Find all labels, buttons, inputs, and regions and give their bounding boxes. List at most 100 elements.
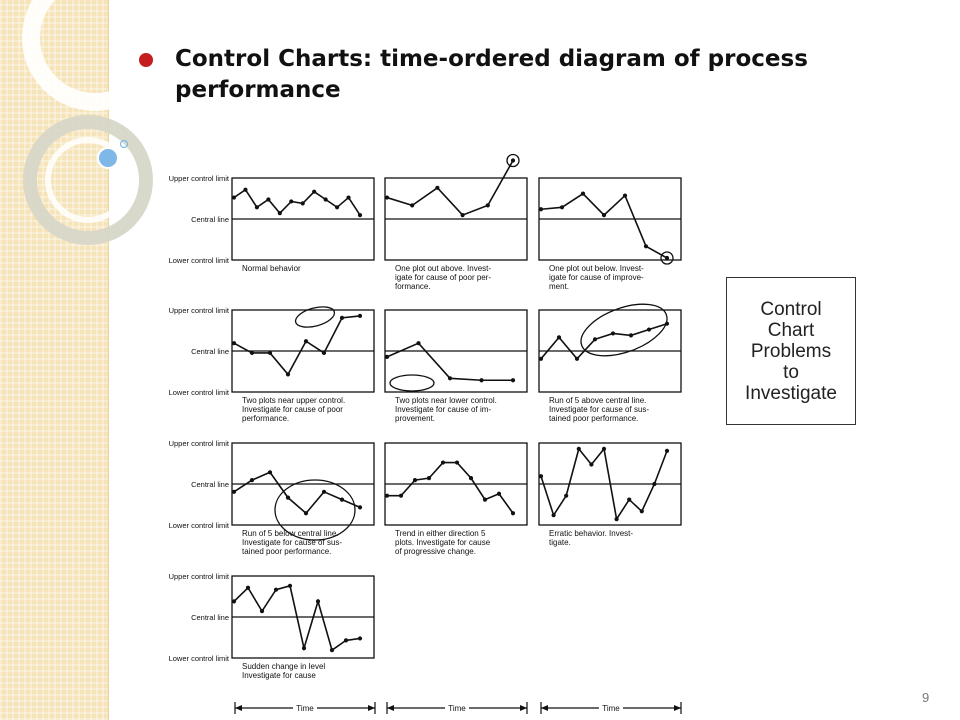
data-point <box>646 327 652 332</box>
panel-caption: Investigate for cause <box>242 671 316 680</box>
panel-caption: tained poor performance. <box>242 547 331 556</box>
arrow-left <box>387 705 394 711</box>
data-point <box>551 513 556 518</box>
data-point <box>496 491 502 496</box>
lower-limit-label: Lower control limit <box>169 388 230 397</box>
trend-line <box>233 315 361 376</box>
data-point <box>601 446 607 451</box>
highlight-ellipse <box>274 479 356 541</box>
panel-caption: plots. Investigate for cause <box>395 538 491 547</box>
data-point <box>273 587 279 592</box>
data-point <box>243 187 248 192</box>
data-point <box>576 446 581 451</box>
data-point <box>329 648 335 653</box>
time-label: Time <box>448 704 466 713</box>
data-point <box>643 244 649 249</box>
data-point <box>416 341 421 346</box>
lower-limit-label: Lower control limit <box>169 654 230 663</box>
data-point <box>231 341 237 346</box>
data-point <box>652 481 657 487</box>
arrow-left <box>235 705 242 711</box>
data-point <box>267 470 273 475</box>
decorative-sidebar <box>0 0 160 720</box>
data-point <box>384 195 390 200</box>
data-point <box>231 195 237 200</box>
data-point <box>482 497 488 502</box>
data-point <box>538 207 544 212</box>
data-point <box>321 350 327 356</box>
data-point <box>259 609 265 614</box>
data-point <box>510 158 516 163</box>
data-point <box>266 197 271 202</box>
data-point <box>410 203 415 208</box>
upper-limit-label: Upper control limit <box>169 439 230 448</box>
panel-caption: Two plots near upper control. <box>242 396 345 405</box>
data-point <box>622 193 628 198</box>
data-point <box>485 203 490 208</box>
panel-caption: Two plots near lower control. <box>395 396 497 405</box>
time-label: Time <box>602 704 620 713</box>
highlight-ellipse <box>294 306 336 328</box>
time-label-bg <box>599 703 623 713</box>
data-point <box>339 315 345 320</box>
panel-caption: Sudden change in level <box>242 662 325 671</box>
data-point <box>303 339 309 344</box>
data-point <box>357 636 363 641</box>
data-point <box>285 372 291 377</box>
data-point <box>468 476 474 481</box>
trend-line <box>233 188 361 216</box>
data-point <box>277 211 282 216</box>
data-point <box>574 356 580 361</box>
data-point <box>357 213 363 218</box>
central-line-label: Central line <box>191 347 229 356</box>
panel-caption: formance. <box>395 282 431 291</box>
page-number: 9 <box>922 690 930 705</box>
time-label-bg <box>293 703 317 713</box>
data-point <box>357 313 363 318</box>
lower-limit-label: Lower control limit <box>169 521 230 530</box>
data-point <box>510 511 516 516</box>
data-point <box>440 460 446 465</box>
trend-line <box>233 584 361 652</box>
data-point <box>559 205 565 210</box>
upper-limit-label: Upper control limit <box>169 572 230 581</box>
data-point <box>245 585 251 590</box>
central-line-label: Central line <box>191 613 229 622</box>
control-chart-diagram: Upper control limit Central line Lower con… <box>169 153 682 714</box>
data-point <box>285 495 291 500</box>
data-point <box>639 509 644 514</box>
panel-caption: igate for cause of improve- <box>549 273 644 282</box>
central-line-label: Central line <box>191 480 229 489</box>
data-point <box>510 378 516 383</box>
data-point <box>315 599 321 604</box>
data-point <box>628 333 634 338</box>
arrow-right <box>520 705 527 711</box>
upper-limit-label: Upper control limit <box>169 174 230 183</box>
data-point <box>384 493 390 498</box>
upper-limit-label: Upper control limit <box>169 306 230 315</box>
data-point <box>334 205 340 210</box>
data-point <box>614 517 619 522</box>
data-point <box>664 255 670 261</box>
data-point <box>267 350 273 356</box>
data-point <box>249 478 255 483</box>
data-point <box>289 199 294 204</box>
panel-caption: ment. <box>549 282 569 291</box>
data-point <box>303 511 309 516</box>
panel-caption: Investigate for cause of sus- <box>242 538 342 547</box>
arrow-left <box>541 705 548 711</box>
time-label-bg <box>445 703 469 713</box>
panel-caption: One plot out below. Invest- <box>549 264 644 273</box>
data-point <box>249 350 255 356</box>
data-point <box>460 213 465 218</box>
title-bullet <box>139 53 153 67</box>
data-point <box>346 195 351 200</box>
decorative-circles <box>22 0 160 245</box>
data-point <box>398 493 404 498</box>
panel-caption: Investigate for cause of poor <box>242 405 343 414</box>
trend-line <box>387 461 514 514</box>
panel-caption: provement. <box>395 414 435 423</box>
trend-line <box>540 192 668 259</box>
data-point <box>343 638 349 643</box>
data-point <box>589 462 594 467</box>
